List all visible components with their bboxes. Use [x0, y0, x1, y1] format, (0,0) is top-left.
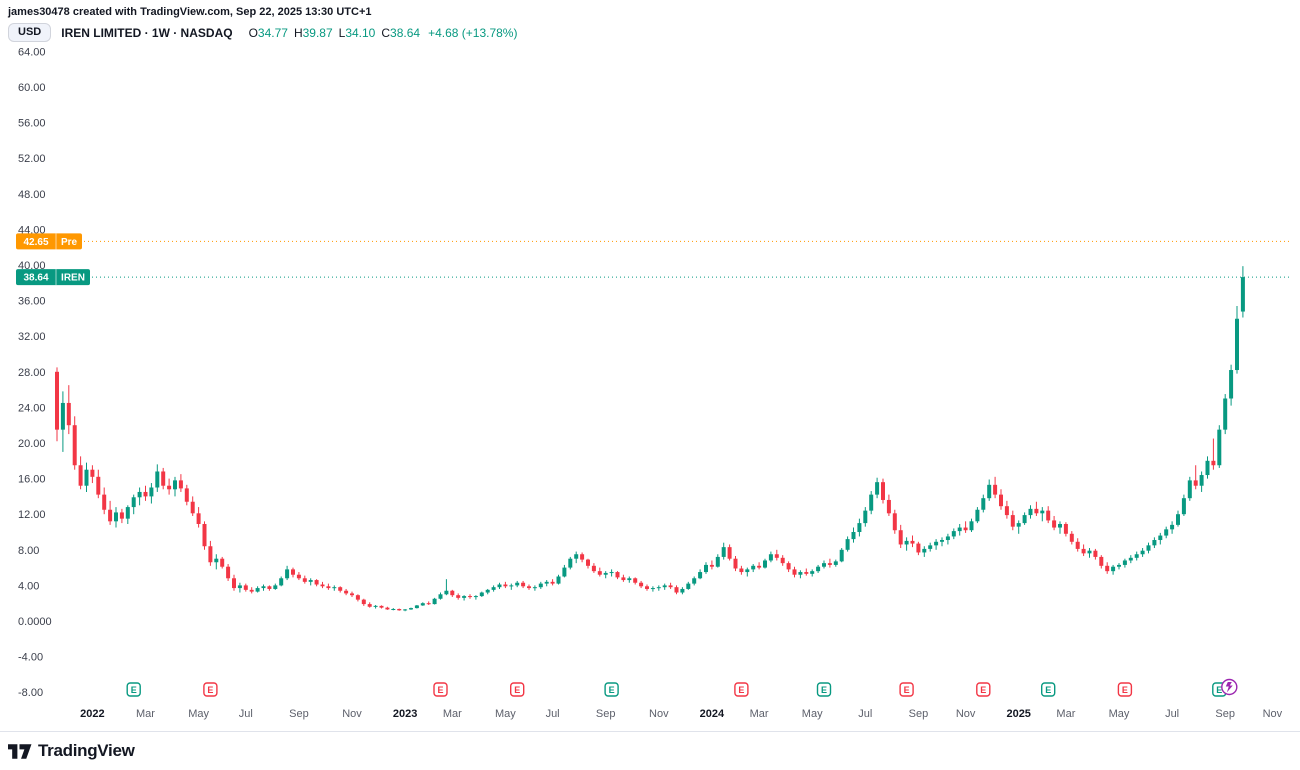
x-axis-label[interactable]: May: [495, 708, 516, 720]
earnings-icon-letter: E: [609, 685, 615, 695]
x-axis-label[interactable]: Sep: [289, 708, 309, 720]
y-axis-label: 0.0000: [18, 616, 52, 628]
y-axis-label: 52.00: [18, 153, 46, 165]
x-axis-label[interactable]: Mar: [750, 708, 769, 720]
footer: TradingView: [0, 731, 1300, 770]
x-axis-label[interactable]: Nov: [342, 708, 362, 720]
price-label-pre[interactable]: [16, 233, 82, 250]
attribution: james30478 created with TradingView.com,…: [8, 6, 372, 18]
ohlc-open-value: 34.77: [257, 25, 288, 40]
flash-icon-bolt: [1225, 682, 1233, 693]
x-axis-label[interactable]: Jul: [239, 708, 253, 720]
x-axis-label[interactable]: Sep: [1215, 708, 1235, 720]
earnings-icon[interactable]: [899, 682, 914, 697]
symbol-legend[interactable]: IREN LIMITED · 1W · NASDAQ O 34.77 H 39.87…: [61, 26, 517, 40]
y-axis-label: 16.00: [18, 474, 46, 486]
earnings-icon-letter: E: [738, 685, 744, 695]
earnings-icon-letter: E: [1122, 685, 1128, 695]
ohlc-high-label: H: [293, 25, 303, 40]
x-axis-label[interactable]: Mar: [1056, 708, 1075, 720]
price-label-tag: Pre: [61, 237, 78, 248]
x-axis-label[interactable]: May: [188, 708, 209, 720]
earnings-icon[interactable]: [1040, 682, 1056, 697]
y-axis-label: 36.00: [18, 296, 46, 308]
earnings-icon-letter: E: [904, 685, 910, 695]
x-axis-label[interactable]: Nov: [1263, 708, 1283, 720]
y-axis-label: 60.00: [18, 82, 46, 94]
x-axis-label[interactable]: May: [1109, 708, 1130, 720]
earnings-icon[interactable]: [816, 682, 832, 697]
ohlc-low-value: 34.10: [345, 25, 376, 40]
x-axis-label[interactable]: Jul: [858, 708, 872, 720]
x-axis-label[interactable]: Nov: [956, 708, 976, 720]
x-axis-label[interactable]: May: [802, 708, 823, 720]
y-axis-label: 24.00: [18, 402, 46, 414]
earnings-icon[interactable]: [126, 682, 141, 697]
ohlc-close-label: C: [381, 25, 391, 40]
y-axis-label: 48.00: [18, 189, 46, 201]
price-label-value: 42.65: [23, 237, 48, 248]
earnings-icon-letter: E: [131, 685, 137, 695]
tradingview-logo-text: TradingView: [38, 741, 135, 760]
x-axis-label[interactable]: 2023: [393, 708, 417, 720]
x-axis-label[interactable]: 2024: [700, 708, 725, 720]
x-axis-label[interactable]: 2025: [1006, 708, 1030, 720]
x-axis-label[interactable]: Sep: [596, 708, 616, 720]
y-axis-label: 40.00: [18, 260, 46, 272]
earnings-icon-letter: E: [1216, 685, 1222, 695]
price-label-tag: IREN: [61, 273, 85, 284]
x-axis-label[interactable]: 2022: [80, 708, 104, 720]
y-axis-label: 44.00: [18, 224, 46, 236]
y-axis-label: 64.00: [18, 46, 46, 58]
x-axis-label[interactable]: Jul: [1165, 708, 1179, 720]
earnings-icon-letter: E: [207, 685, 213, 695]
price-label-value: 38.64: [23, 273, 48, 284]
earnings-icon[interactable]: [203, 682, 218, 697]
symbol-title: IREN LIMITED · 1W · NASDAQ: [61, 25, 233, 40]
y-axis-label: -8.00: [18, 687, 43, 699]
earnings-icon[interactable]: [510, 682, 525, 697]
y-axis-label: 8.00: [18, 545, 39, 557]
ohlc-close-value: 38.64: [390, 25, 421, 40]
earnings-icon-letter: E: [437, 685, 443, 695]
earnings-icon[interactable]: [734, 682, 749, 697]
x-axis-label[interactable]: Nov: [649, 708, 669, 720]
earnings-icon-letter: E: [1045, 685, 1051, 695]
ohlc-high-value: 39.87: [302, 25, 333, 40]
x-axis-label[interactable]: Mar: [136, 708, 155, 720]
earnings-icon[interactable]: [433, 682, 448, 697]
ohlc-open-label: O: [248, 25, 258, 40]
tradingview-logo-icon: [8, 743, 32, 759]
y-axis-label: 32.00: [18, 331, 46, 343]
tradingview-logo[interactable]: TradingView: [0, 732, 135, 761]
earnings-icon-letter: E: [514, 685, 520, 695]
earnings-icon[interactable]: [604, 682, 619, 697]
x-axis-label[interactable]: Mar: [443, 708, 462, 720]
price-chart[interactable]: 64.00 60.00 56.00 52.00 48.00 44.00 40.00 36.00…: [0, 0, 1300, 731]
price-label-iren[interactable]: [16, 269, 90, 286]
x-axis-label[interactable]: Sep: [909, 708, 929, 720]
earnings-icon[interactable]: [976, 682, 991, 697]
currency-button[interactable]: USD: [8, 23, 52, 42]
y-axis-label: 4.00: [18, 580, 39, 592]
earnings-icon[interactable]: [1117, 682, 1133, 697]
y-axis-label: 56.00: [18, 118, 46, 130]
y-axis-label: -4.00: [18, 652, 43, 664]
candlestick-series[interactable]: [55, 266, 1245, 612]
x-axis-label[interactable]: Jul: [546, 708, 560, 720]
earnings-icon-letter: E: [821, 685, 827, 695]
earnings-icon-letter: E: [980, 685, 986, 695]
change-value: +4.68 (+13.78%): [428, 25, 518, 40]
ohlc-low-label: L: [338, 25, 346, 40]
y-axis-label: 20.00: [18, 438, 46, 450]
y-axis-label: 28.00: [18, 367, 46, 379]
y-axis-label: 12.00: [18, 509, 46, 521]
